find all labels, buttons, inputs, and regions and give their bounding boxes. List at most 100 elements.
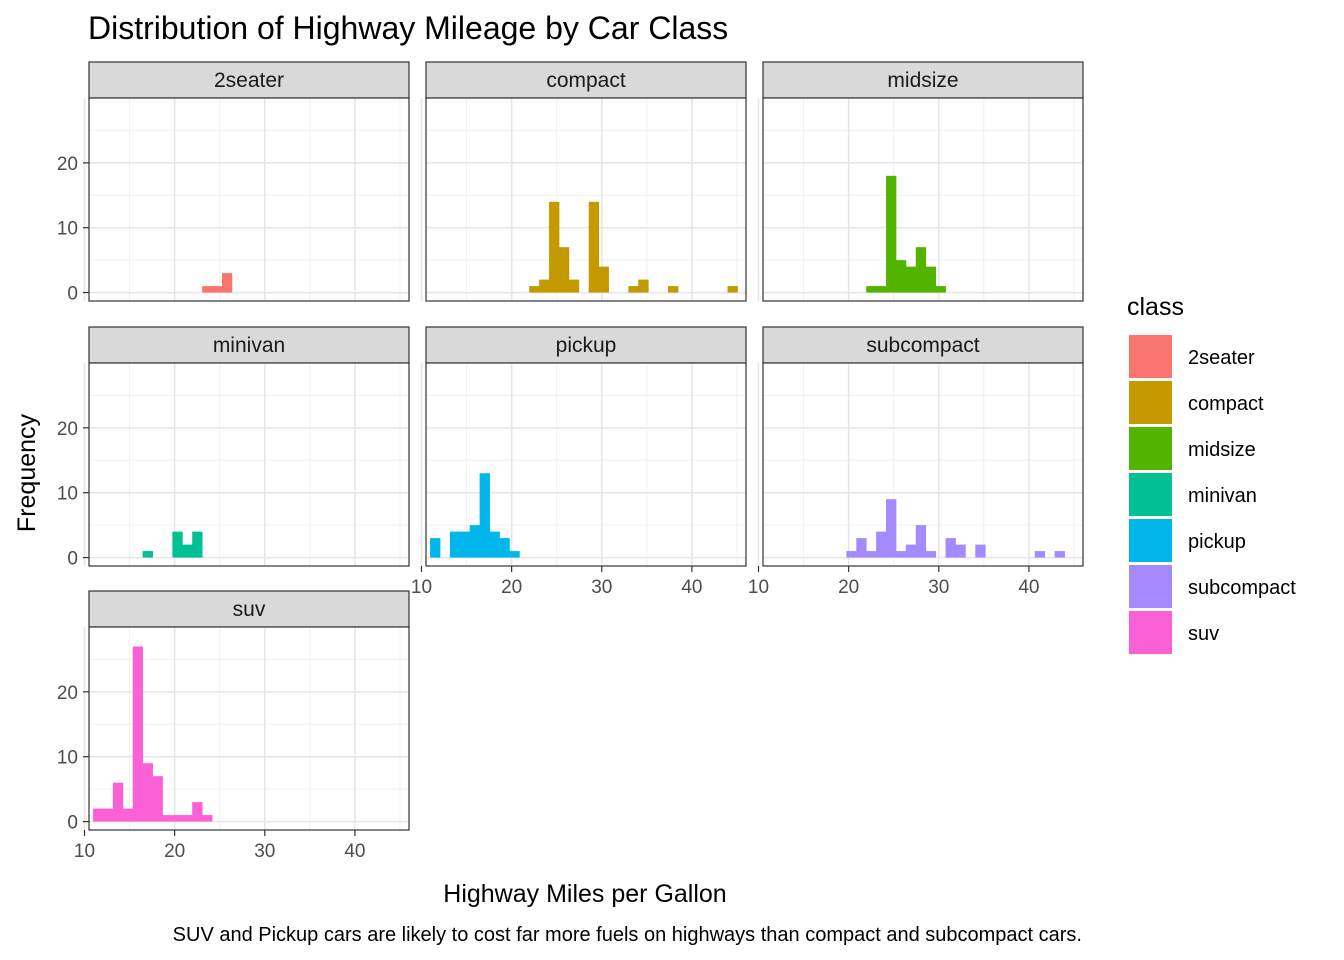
legend-swatch-2seater bbox=[1129, 335, 1172, 378]
panel-border bbox=[425, 97, 747, 302]
histogram-bar bbox=[182, 815, 193, 822]
histogram-bar bbox=[856, 538, 867, 558]
legend-swatch-minivan bbox=[1129, 473, 1172, 516]
histogram-bar bbox=[727, 286, 738, 293]
histogram-bar bbox=[549, 201, 560, 293]
legend-swatch-pickup bbox=[1129, 519, 1172, 562]
y-tick-label: 20 bbox=[57, 154, 78, 175]
histogram-bar bbox=[132, 646, 144, 822]
histogram-bar bbox=[162, 815, 173, 822]
histogram-bar bbox=[202, 286, 213, 293]
histogram-bar bbox=[122, 808, 134, 822]
histogram-bar bbox=[142, 763, 153, 822]
x-tick-label: 20 bbox=[164, 841, 185, 862]
legend-label-minivan: minivan bbox=[1188, 485, 1257, 507]
facet-panel-minivan: minivan 0 10 20 bbox=[57, 326, 410, 570]
x-tick-label: 30 bbox=[928, 577, 949, 598]
histogram-bar bbox=[212, 286, 223, 293]
facet-strip bbox=[88, 326, 410, 364]
facet-strip-label: compact bbox=[546, 69, 626, 92]
histogram-bar bbox=[925, 551, 937, 558]
facet-strip-label: midsize bbox=[887, 69, 958, 92]
facet-strip bbox=[762, 61, 1084, 99]
y-tick-label: 10 bbox=[57, 219, 78, 240]
facet-panel-pickup: pickup 10 20 30 40 bbox=[411, 326, 747, 598]
chart-title: Distribution of Highway Mileage by Car C… bbox=[88, 10, 728, 46]
legend-label-pickup: pickup bbox=[1188, 531, 1246, 553]
histogram-bar bbox=[915, 525, 927, 558]
y-tick-label: 0 bbox=[67, 549, 78, 570]
facet-strip bbox=[425, 61, 747, 99]
legend-swatch-subcompact bbox=[1129, 565, 1172, 608]
histogram-bar bbox=[102, 808, 114, 822]
facet-panel-midsize: midsize bbox=[757, 61, 1084, 302]
legend-label-suv: suv bbox=[1188, 623, 1219, 645]
x-tick-label: 30 bbox=[254, 841, 275, 862]
histogram-bar bbox=[925, 266, 937, 293]
y-tick-label: 20 bbox=[57, 419, 78, 440]
histogram-bar bbox=[479, 473, 490, 558]
panel-background bbox=[89, 363, 409, 566]
histogram-bar bbox=[866, 551, 877, 558]
x-tick-label: 20 bbox=[838, 577, 859, 598]
histogram-bar bbox=[935, 286, 946, 293]
histogram-bar bbox=[430, 538, 441, 558]
histogram-bar bbox=[628, 286, 639, 293]
y-tick-label: 0 bbox=[67, 284, 78, 305]
histogram-bar bbox=[668, 286, 679, 293]
panel-border bbox=[88, 362, 410, 567]
legend-title: class bbox=[1127, 293, 1184, 321]
facet-panel-subcompact: subcompact 10 20 30 40 bbox=[748, 326, 1084, 598]
facet-panel-compact: compact bbox=[420, 61, 747, 302]
panel-border bbox=[425, 362, 747, 567]
panel-border bbox=[88, 626, 410, 831]
y-tick-label: 10 bbox=[57, 748, 78, 769]
histogram-bar bbox=[449, 531, 461, 558]
y-tick-label: 0 bbox=[67, 813, 78, 834]
histogram-bar bbox=[876, 286, 887, 293]
histogram-bar bbox=[876, 531, 887, 558]
legend-label-subcompact: subcompact bbox=[1188, 577, 1296, 599]
facet-strip bbox=[762, 326, 1084, 364]
panel-background bbox=[89, 98, 409, 301]
histogram-bar bbox=[886, 175, 897, 293]
histogram-bar bbox=[202, 815, 213, 822]
histogram-bar bbox=[866, 286, 877, 293]
facet-strip-label: minivan bbox=[213, 334, 285, 357]
facet-strip bbox=[88, 61, 410, 99]
histogram-bar bbox=[152, 776, 163, 822]
histogram-bar bbox=[846, 551, 857, 558]
y-axis-title: Frequency bbox=[13, 413, 41, 532]
x-tick-label: 40 bbox=[681, 577, 702, 598]
panel-border bbox=[88, 97, 410, 302]
histogram-bar bbox=[905, 266, 917, 293]
chart-caption: SUV and Pickup cars are likely to cost f… bbox=[173, 924, 1082, 946]
histogram-bar bbox=[886, 499, 897, 558]
histogram-bar bbox=[975, 544, 986, 558]
x-tick-label: 40 bbox=[344, 841, 365, 862]
legend-label-compact: compact bbox=[1188, 393, 1264, 415]
histogram-bar bbox=[568, 279, 580, 293]
x-tick-label: 40 bbox=[1018, 577, 1039, 598]
x-tick-label: 10 bbox=[748, 577, 769, 598]
legend-label-midsize: midsize bbox=[1188, 439, 1256, 461]
facet-strip-label: subcompact bbox=[866, 334, 979, 357]
x-tick-label: 30 bbox=[591, 577, 612, 598]
histogram-bar bbox=[172, 815, 183, 822]
facet-strip-label: suv bbox=[233, 598, 266, 621]
x-tick-label: 10 bbox=[74, 841, 95, 862]
histogram-bar bbox=[172, 531, 183, 558]
legend: class 2seater compact midsize minivan pickup… bbox=[1127, 293, 1296, 654]
histogram-bar bbox=[499, 538, 510, 558]
histogram-bar bbox=[915, 247, 927, 293]
histogram-bar bbox=[221, 273, 233, 293]
histogram-bar bbox=[459, 531, 471, 558]
histogram-bar bbox=[529, 286, 540, 293]
legend-swatch-compact bbox=[1129, 381, 1172, 424]
legend-swatch-midsize bbox=[1129, 427, 1172, 470]
histogram-bar bbox=[469, 525, 481, 558]
histogram-bar bbox=[182, 544, 193, 558]
histogram-bar bbox=[192, 802, 203, 822]
